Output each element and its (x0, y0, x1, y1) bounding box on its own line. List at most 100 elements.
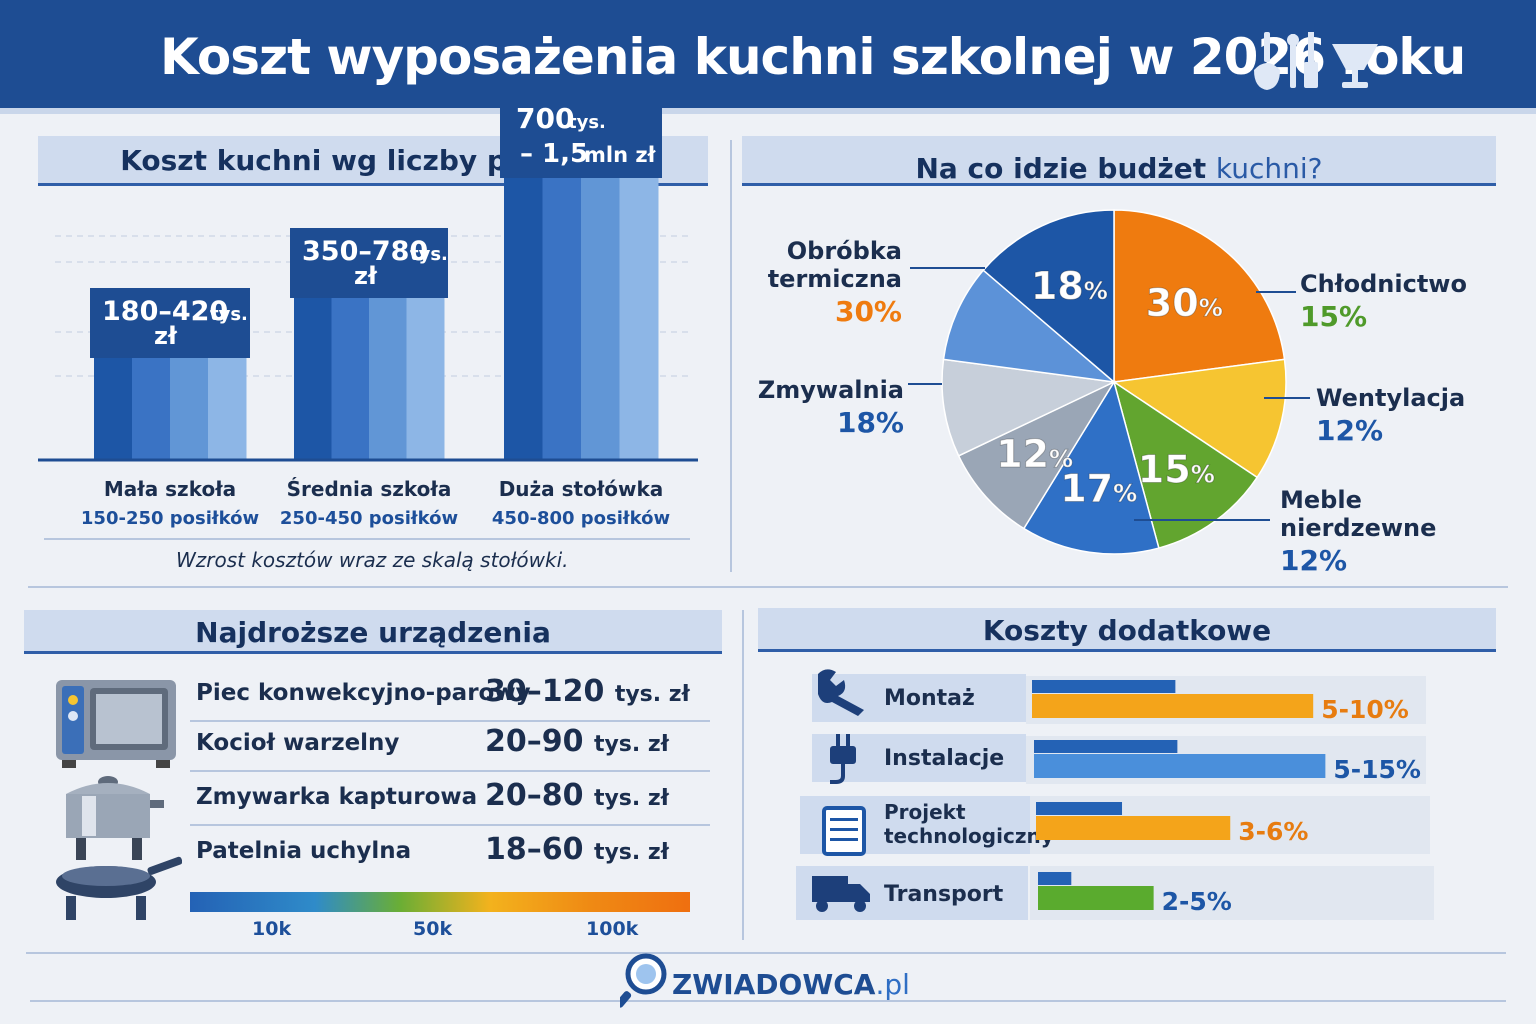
bar-category-label: Średnia szkoła (287, 477, 452, 501)
document-icon (822, 806, 866, 856)
section-divider (30, 1000, 1506, 1002)
device-row: Patelnia uchylna 18–60 tys. zł (190, 830, 710, 880)
section-divider (28, 586, 1508, 588)
pie-slice (942, 269, 1117, 384)
header-bar: Koszt wyposażenia kuchni szkolnej w 2026… (0, 0, 1536, 114)
device-name: Piec konwekcyjno-parowy (196, 680, 531, 706)
callout-value: 15% (1300, 300, 1367, 333)
callout-label: nierdzewne (1280, 514, 1436, 542)
bar-value-label: zł (154, 322, 178, 350)
truck-icon (812, 876, 870, 912)
pie-slice (1113, 209, 1286, 383)
device-price: 20–90 tys. zł (485, 724, 669, 759)
pie-slice (1022, 380, 1160, 555)
pie-slice (982, 209, 1115, 384)
pie-slice-label: 17% (1060, 467, 1137, 511)
budget-title-highlight: kuchni? (1215, 152, 1323, 185)
scale-label: 50k (413, 918, 453, 940)
kitchen-utensils-icon (1254, 32, 1378, 90)
cost-scale-bar (190, 892, 690, 912)
brand-name: ZWIADOWCA.pl (672, 968, 910, 1001)
extras-title: Koszty dodatkowe (758, 608, 1496, 652)
budget-title-text: Na co idzie budżet (915, 152, 1207, 185)
callout-value: 12% (1316, 414, 1383, 447)
callout-value: 18% (837, 406, 904, 439)
pie-slice (1111, 358, 1287, 479)
extras-label-instalacje: Instalacje (884, 746, 1005, 771)
callout-label: Wentylacja (1316, 384, 1465, 412)
tilting-pan-icon (56, 856, 182, 920)
extras-track (1026, 676, 1426, 724)
device-row: Piec konwekcyjno-parowy 30–120 tys. zł (190, 672, 710, 722)
devices-title-text: Najdroższe urządzenia (195, 616, 551, 649)
extras-label-bg (812, 674, 1026, 722)
bar-value-box (290, 228, 448, 298)
bar-category-label: Mała szkoła (104, 477, 236, 501)
pie-slice-label: 18% (1031, 264, 1108, 308)
bar-value-label: zł (354, 262, 378, 290)
callout-value: 30% (835, 295, 902, 328)
bar-value-label: 180–420 (102, 296, 228, 327)
bar-segment (294, 290, 332, 460)
bar-value-box (90, 288, 250, 358)
device-row: Kocioł warzelny 20–90 tys. zł (190, 722, 710, 772)
bar-chart-caption: Wzrost kosztów wraz ze skalą stołówki. (176, 548, 569, 572)
section-divider (742, 610, 744, 940)
extras-title-text: Koszty dodatkowe (982, 614, 1272, 647)
device-name: Kocioł warzelny (196, 730, 400, 756)
magnifier-logo-icon (620, 953, 667, 1008)
pie-slice (941, 358, 1117, 457)
extras-label-projekt-2: technologiczny (884, 824, 1054, 848)
callout-value: 12% (1280, 544, 1347, 577)
budget-title: Na co idzie budżet kuchni? (742, 136, 1496, 186)
bar-value-label: mln zł (584, 143, 657, 167)
section-divider (730, 140, 732, 572)
page-title: Koszt wyposażenia kuchni szkolnej w 2026… (160, 28, 1466, 86)
section-divider (26, 952, 1506, 954)
pie-slice (957, 380, 1116, 530)
device-icons (56, 680, 182, 920)
callout-label: termiczna (768, 265, 902, 293)
boiler-pot-icon (66, 776, 164, 860)
bar-segment (132, 350, 171, 460)
bar-segment (331, 290, 370, 460)
extras-icons (812, 669, 870, 912)
bar-segment (369, 290, 407, 460)
extras-track (1030, 866, 1434, 920)
callout-label: Chłodnictwo (1300, 270, 1467, 298)
bar-segment (406, 290, 445, 460)
extras-label-montaz: Montaż (884, 686, 975, 711)
scale-label: 100k (586, 918, 639, 940)
extras-track (1030, 796, 1430, 854)
callout-label: Zmywalnia (758, 376, 904, 404)
pie-slice (1112, 380, 1259, 549)
device-name: Patelnia uchylna (196, 838, 412, 864)
extras-track (1026, 736, 1426, 784)
device-price: 18–60 tys. zł (485, 832, 669, 867)
bar-value-label: 700 (516, 102, 574, 135)
bar-subcategory-label: 150-250 posiłków (81, 508, 259, 529)
budget-pie-chart: 30%15%17%12%18%Obróbkatermiczna30%Chłodn… (758, 209, 1467, 577)
wrench-icon (818, 669, 864, 716)
devices-title: Najdroższe urządzenia (24, 610, 722, 654)
divider (44, 538, 690, 540)
pie-slice-label: 30% (1146, 281, 1223, 325)
bar-value-box (500, 92, 662, 178)
device-price: 30–120 tys. zł (485, 674, 690, 709)
bar-value-label: tys. (410, 244, 448, 265)
bar-value-label: tys. (210, 304, 248, 325)
plug-icon (830, 734, 856, 784)
bar-segment (94, 350, 133, 460)
bar-segment (581, 170, 620, 460)
bar-subcategory-label: 250-450 posiłków (280, 508, 458, 529)
bar-segment (619, 170, 659, 460)
bar-value-label: 350–780 (302, 236, 428, 267)
footer-brand[interactable]: ZWIADOWCA.pl (620, 952, 920, 1012)
bar-value-label: – 1,5 (520, 139, 588, 169)
pie-slice-label: 15% (1138, 448, 1215, 492)
bar-segment (170, 350, 209, 460)
oven-icon (56, 680, 176, 768)
